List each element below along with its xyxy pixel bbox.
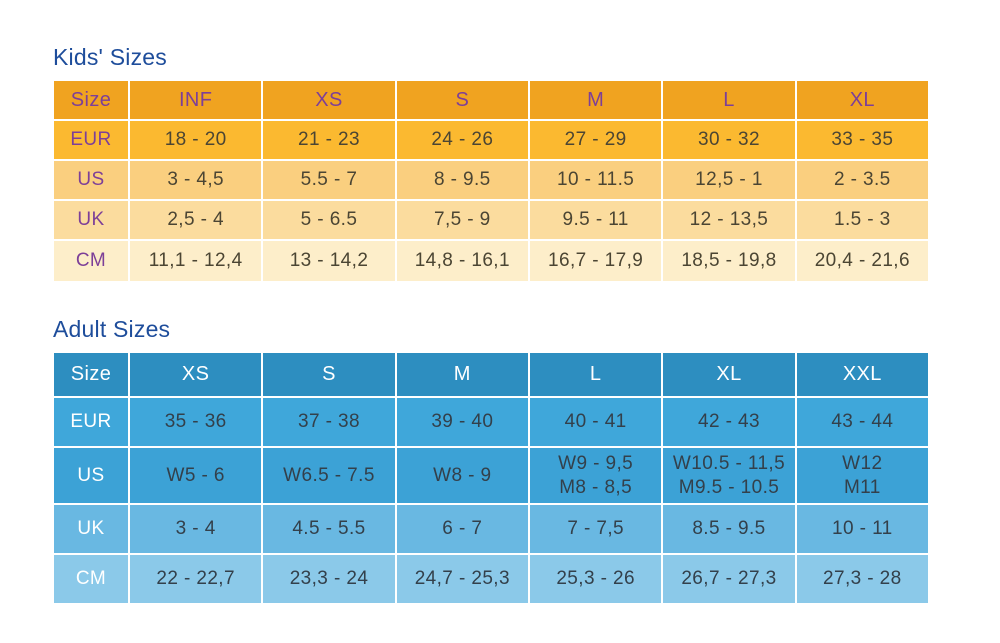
- size-cell: 13 - 14,2: [261, 239, 397, 283]
- size-cell: 7 - 7,5: [527, 503, 664, 555]
- size-cell: 9.5 - 11: [527, 199, 664, 241]
- size-cell: 2 - 3.5: [794, 159, 931, 201]
- adult-size-table: Size XS S M L XL XXL EUR 35 - 36 37 - 38 39 - 40 40…: [52, 351, 931, 605]
- size-cell: 12 - 13,5: [661, 199, 797, 241]
- size-cell: 4.5 - 5.5: [261, 503, 397, 555]
- size-cell: 5 - 6.5: [261, 199, 397, 241]
- size-cell: 10 - 11.5: [527, 159, 664, 201]
- table-header-row: Size INF XS S M L XL: [52, 79, 931, 121]
- column-header-xs: XS: [261, 79, 397, 121]
- size-cell: W6.5 - 7.5: [261, 446, 397, 505]
- column-header-xxl: XXL: [794, 351, 931, 398]
- row-label-cm: CM: [52, 239, 130, 283]
- size-corner-header: Size: [52, 351, 130, 398]
- size-cell: 8 - 9.5: [394, 159, 530, 201]
- size-cell: 21 - 23: [261, 119, 397, 161]
- table-row-cm: CM 11,1 - 12,4 13 - 14,2 14,8 - 16,1 16,7 - …: [52, 239, 931, 283]
- size-cell: 26,7 - 27,3: [661, 553, 797, 605]
- size-cell: W9 - 9,5 M8 - 8,5: [527, 446, 664, 505]
- row-label-us: US: [52, 159, 130, 201]
- size-cell: 23,3 - 24: [261, 553, 397, 605]
- column-header-l: L: [661, 79, 797, 121]
- size-cell: 27,3 - 28: [794, 553, 931, 605]
- size-cell: W12 M11: [794, 446, 931, 505]
- size-cell: 33 - 35: [794, 119, 931, 161]
- size-corner-header: Size: [52, 79, 130, 121]
- size-cell: 12,5 - 1: [661, 159, 797, 201]
- row-label-uk: UK: [52, 199, 130, 241]
- size-cell: 16,7 - 17,9: [527, 239, 664, 283]
- size-cell: 35 - 36: [127, 396, 264, 448]
- row-label-us: US: [52, 446, 130, 505]
- size-cell: W8 - 9: [394, 446, 530, 505]
- size-cell: 39 - 40: [394, 396, 530, 448]
- size-cell: 20,4 - 21,6: [794, 239, 931, 283]
- size-cell: 8.5 - 9.5: [661, 503, 797, 555]
- size-chart-page: Kids' Sizes Size INF XS S M L XL EUR 18 - 20 21 -…: [52, 44, 1000, 605]
- table-row-eur: EUR 35 - 36 37 - 38 39 - 40 40 - 41 42 - 43 43…: [52, 396, 931, 448]
- size-cell: 37 - 38: [261, 396, 397, 448]
- adult-sizes-title: Adult Sizes: [53, 316, 171, 342]
- kids-size-table: Size INF XS S M L XL EUR 18 - 20 21 - 23 24 - 26 27…: [52, 79, 931, 283]
- size-cell: 14,8 - 16,1: [394, 239, 530, 283]
- size-cell: 18 - 20: [127, 119, 264, 161]
- size-cell: 6 - 7: [394, 503, 530, 555]
- size-cell: 11,1 - 12,4: [127, 239, 264, 283]
- size-cell: 24 - 26: [394, 119, 530, 161]
- size-cell: 25,3 - 26: [527, 553, 664, 605]
- adult-sizes-section: Adult Sizes Size XS S M L XL XXL EUR 35 - 36 37 -…: [52, 316, 1000, 605]
- size-cell: 18,5 - 19,8: [661, 239, 797, 283]
- table-row-eur: EUR 18 - 20 21 - 23 24 - 26 27 - 29 30 - 32 33…: [52, 119, 931, 161]
- size-cell: 30 - 32: [661, 119, 797, 161]
- table-header-row: Size XS S M L XL XXL: [52, 351, 931, 398]
- column-header-s: S: [394, 79, 530, 121]
- column-header-m: M: [394, 351, 530, 398]
- kids-sizes-section: Kids' Sizes Size INF XS S M L XL EUR 18 - 20 21 -…: [52, 44, 1000, 283]
- size-cell: 40 - 41: [527, 396, 664, 448]
- size-cell: 24,7 - 25,3: [394, 553, 530, 605]
- table-row-us: US W5 - 6 W6.5 - 7.5 W8 - 9 W9 - 9,5 M8 - 8,…: [52, 446, 931, 505]
- size-cell: W10.5 - 11,5 M9.5 - 10.5: [661, 446, 797, 505]
- column-header-s: S: [261, 351, 397, 398]
- size-cell: 3 - 4,5: [127, 159, 264, 201]
- table-row-cm: CM 22 - 22,7 23,3 - 24 24,7 - 25,3 25,3 - 26…: [52, 553, 931, 605]
- size-cell: 10 - 11: [794, 503, 931, 555]
- row-label-eur: EUR: [52, 396, 130, 448]
- row-label-cm: CM: [52, 553, 130, 605]
- size-cell: 22 - 22,7: [127, 553, 264, 605]
- column-header-xl: XL: [661, 351, 797, 398]
- size-cell: 2,5 - 4: [127, 199, 264, 241]
- column-header-l: L: [527, 351, 664, 398]
- row-label-eur: EUR: [52, 119, 130, 161]
- column-header-xl: XL: [794, 79, 931, 121]
- column-header-m: M: [527, 79, 664, 121]
- size-cell: 1.5 - 3: [794, 199, 931, 241]
- column-header-xs: XS: [127, 351, 264, 398]
- size-cell: 27 - 29: [527, 119, 664, 161]
- size-cell: 7,5 - 9: [394, 199, 530, 241]
- kids-sizes-title: Kids' Sizes: [53, 44, 167, 70]
- size-cell: 5.5 - 7: [261, 159, 397, 201]
- row-label-uk: UK: [52, 503, 130, 555]
- size-cell: 43 - 44: [794, 396, 931, 448]
- size-cell: 3 - 4: [127, 503, 264, 555]
- size-cell: 42 - 43: [661, 396, 797, 448]
- size-cell: W5 - 6: [127, 446, 264, 505]
- column-header-inf: INF: [127, 79, 264, 121]
